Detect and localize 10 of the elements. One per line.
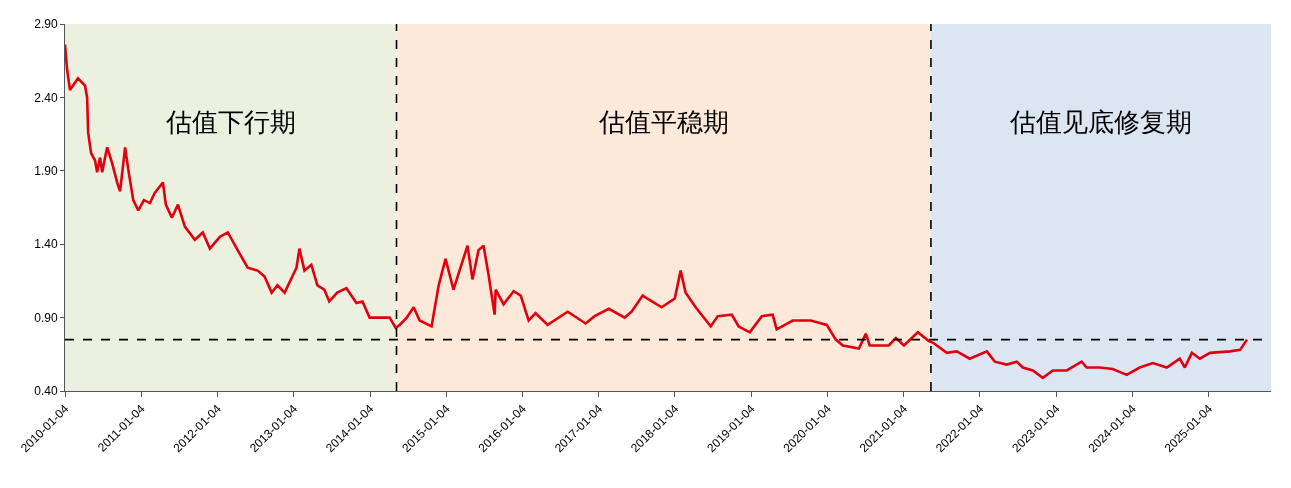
- band-label: 估值见底修复期: [1009, 107, 1192, 137]
- y-tick-label: 0.40: [34, 384, 58, 399]
- y-tick-label: 2.40: [34, 90, 58, 105]
- band-label: 估值下行期: [165, 107, 296, 137]
- y-tick-label: 0.90: [34, 310, 58, 325]
- y-tick-label: 2.90: [34, 17, 58, 32]
- y-tick-label: 1.90: [34, 164, 58, 178]
- y-tick-label: 1.40: [34, 237, 58, 252]
- band-label: 估值平稳期: [598, 107, 729, 137]
- line-series: [65, 43, 1249, 380]
